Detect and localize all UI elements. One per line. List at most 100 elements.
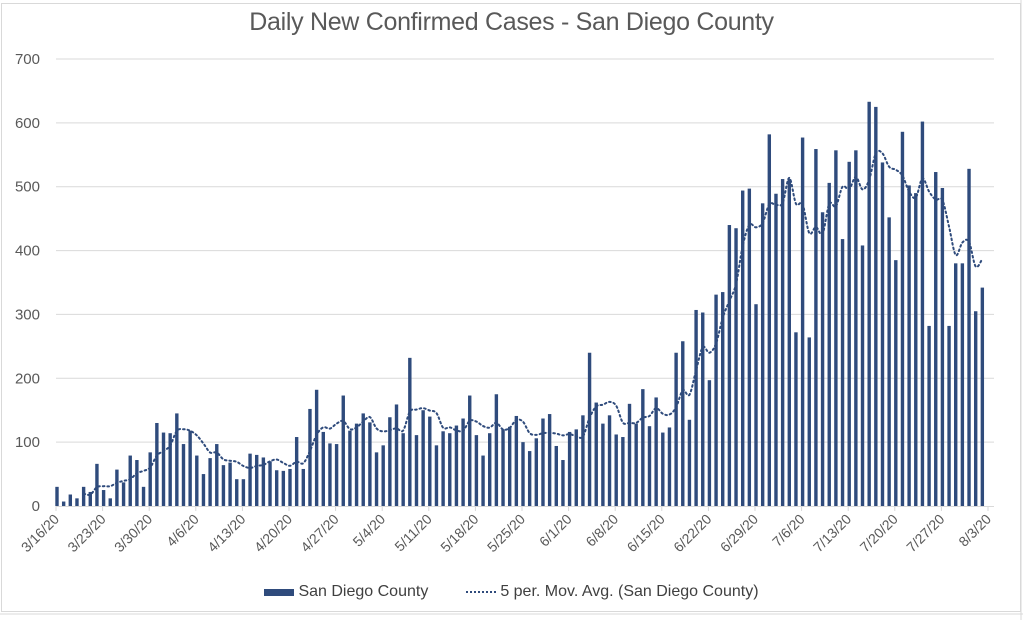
bar[interactable] [374, 452, 379, 506]
bar[interactable] [807, 337, 811, 506]
bar[interactable] [361, 413, 365, 506]
bar[interactable] [68, 494, 73, 506]
bar[interactable] [208, 458, 212, 506]
bar[interactable] [394, 404, 399, 506]
bar[interactable] [780, 179, 785, 507]
bar[interactable] [561, 460, 565, 506]
bar[interactable] [834, 150, 838, 506]
bar[interactable] [481, 455, 485, 506]
bar[interactable] [907, 185, 911, 506]
bar[interactable] [388, 417, 392, 506]
moving-average-line[interactable] [82, 149, 984, 496]
bar[interactable] [75, 498, 79, 506]
bar[interactable] [188, 430, 192, 506]
bar[interactable] [794, 332, 798, 506]
bar[interactable] [334, 444, 339, 506]
bar[interactable] [721, 292, 725, 506]
bar[interactable] [501, 429, 505, 506]
bar[interactable] [494, 394, 499, 506]
bar[interactable] [534, 438, 539, 506]
bar[interactable] [314, 389, 319, 506]
bar[interactable] [414, 435, 419, 506]
bar[interactable] [880, 162, 885, 506]
bar[interactable] [787, 179, 791, 507]
bar[interactable] [654, 397, 658, 506]
bar[interactable] [920, 121, 925, 506]
bar[interactable] [734, 228, 738, 506]
bar[interactable] [141, 486, 146, 506]
bar[interactable] [641, 389, 645, 506]
bar[interactable] [694, 309, 698, 506]
bar[interactable] [468, 395, 472, 506]
bar[interactable] [960, 263, 965, 506]
bar[interactable] [581, 415, 585, 506]
legend-item-bars[interactable]: San Diego County [264, 583, 428, 601]
bar[interactable] [354, 423, 359, 506]
bar[interactable] [714, 294, 718, 506]
bar[interactable] [840, 239, 845, 506]
bar[interactable] [980, 287, 985, 506]
bar[interactable] [740, 190, 745, 507]
bar[interactable] [867, 101, 871, 506]
bar[interactable] [161, 432, 166, 506]
bar[interactable] [973, 311, 978, 506]
bar[interactable] [607, 415, 612, 506]
bar[interactable] [767, 134, 772, 506]
bar[interactable] [488, 433, 492, 506]
bar[interactable] [687, 419, 692, 506]
bar[interactable] [754, 304, 758, 506]
bar[interactable] [261, 457, 266, 506]
chart-area[interactable] [1, 3, 1021, 612]
bar[interactable] [954, 263, 958, 506]
bar[interactable] [621, 437, 625, 506]
bar[interactable] [940, 187, 945, 507]
bar[interactable] [914, 193, 918, 506]
bar[interactable] [128, 455, 132, 506]
bar[interactable] [61, 501, 66, 506]
bar[interactable] [148, 452, 152, 506]
bar[interactable] [627, 403, 632, 506]
bar[interactable] [547, 414, 552, 506]
bar[interactable] [814, 149, 818, 507]
bar[interactable] [594, 402, 598, 506]
bar[interactable] [601, 423, 605, 506]
bar[interactable] [88, 491, 92, 506]
bar[interactable] [681, 341, 685, 506]
bar[interactable] [121, 482, 126, 506]
bar[interactable] [55, 486, 59, 506]
bar[interactable] [95, 463, 99, 506]
bar[interactable] [181, 444, 186, 506]
bar[interactable] [135, 460, 139, 506]
bar[interactable] [900, 131, 905, 507]
bar[interactable] [507, 426, 512, 506]
bar[interactable] [155, 422, 159, 506]
bar[interactable] [195, 455, 199, 506]
bar[interactable] [248, 453, 252, 506]
bar[interactable] [894, 260, 898, 506]
bar[interactable] [874, 106, 878, 506]
bar[interactable] [514, 415, 519, 506]
bar[interactable] [820, 212, 825, 506]
bar[interactable] [454, 425, 459, 506]
bar[interactable] [321, 431, 325, 506]
bar[interactable] [81, 486, 86, 506]
bar[interactable] [967, 168, 971, 506]
bar[interactable] [434, 445, 439, 506]
bar[interactable] [614, 434, 618, 506]
bar[interactable] [381, 445, 385, 506]
bar[interactable] [115, 469, 119, 506]
bar[interactable] [554, 445, 558, 506]
bar[interactable] [168, 433, 172, 506]
bar[interactable] [887, 217, 891, 506]
bar[interactable] [634, 423, 638, 506]
bar[interactable] [774, 193, 778, 507]
bar[interactable] [281, 470, 286, 506]
bar[interactable] [461, 418, 465, 506]
bar[interactable] [294, 437, 299, 506]
bar[interactable] [228, 462, 232, 506]
bar[interactable] [647, 426, 652, 506]
bar[interactable] [421, 410, 425, 506]
bar[interactable] [328, 443, 332, 506]
bar[interactable] [587, 352, 592, 506]
bar[interactable] [235, 479, 239, 506]
